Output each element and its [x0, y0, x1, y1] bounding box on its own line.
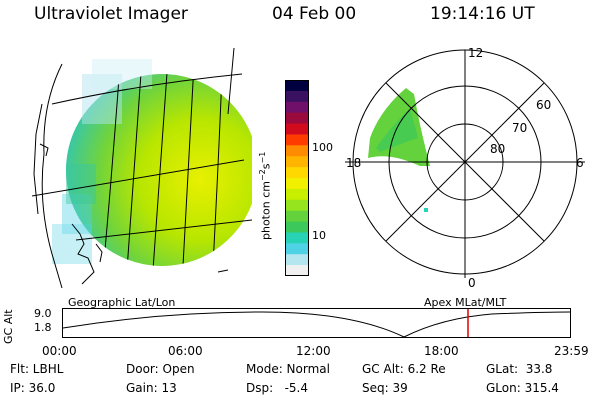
auroral-speck [424, 208, 428, 212]
gc-x-tick-2359: 23:59 [554, 344, 589, 358]
gc-y-tick-low: 1.8 [34, 321, 52, 334]
colorbar-unit-exp2: −1 [258, 151, 267, 164]
image-date: 04 Feb 00 [272, 4, 357, 24]
polar-grid [345, 49, 585, 278]
colorbar-swatch [285, 80, 309, 92]
ip-value: IP: 36.0 [10, 381, 56, 395]
colorbar-unit-base: photon cm [259, 181, 273, 240]
colorbar-tick-10: 10 [312, 229, 326, 242]
colorbar-swatch [285, 156, 309, 168]
mlt-label-6: 6 [576, 156, 584, 170]
glon-value: GLon: 315.4 [486, 381, 559, 395]
colorbar-swatches [285, 80, 309, 276]
gc-x-tick-1800: 18:00 [424, 344, 459, 358]
colorbar-swatch [285, 210, 309, 223]
colorbar-swatch [285, 134, 309, 146]
gc-axis-label: GC Alt [2, 309, 15, 344]
gc-x-tick-0000: 00:00 [42, 344, 77, 358]
colorbar-swatch [285, 90, 309, 103]
coastline [33, 63, 229, 289]
colorbar-swatch [285, 221, 309, 233]
door-value: Door: Open [126, 362, 195, 376]
colorbar-swatch [285, 112, 309, 125]
geo-lat-lines [31, 47, 252, 241]
colorbar-swatch [285, 123, 309, 135]
colorbar-swatch [285, 167, 309, 179]
colorbar-frame [285, 80, 309, 276]
colorbar-unit-s: s [259, 163, 273, 170]
colorbar-swatch [285, 101, 309, 114]
dsp-value: Dsp: -5.4 [246, 381, 309, 395]
colorbar-swatch [285, 145, 309, 157]
colorbar-unit: photon cm−2s−1 [258, 152, 273, 240]
colorbar-swatch [285, 199, 309, 212]
colorbar-swatch [285, 265, 309, 276]
gc-x-tick-0600: 06:00 [168, 344, 203, 358]
filter-value: Flt: LBHL [10, 362, 64, 376]
gc-altitude-curve [62, 311, 571, 338]
colorbar [285, 80, 309, 276]
gain-value: Gain: 13 [126, 381, 177, 395]
instrument-title: Ultraviolet Imager [34, 4, 188, 24]
auroral-wedge-core [376, 108, 418, 152]
colorbar-swatch [285, 243, 309, 255]
colorbar-swatch [285, 178, 309, 190]
mlat-label-80: 80 [490, 142, 506, 156]
mlat-label-60: 60 [536, 98, 552, 112]
colorbar-swatch [285, 188, 309, 201]
geo-panel-label: Geographic Lat/Lon [68, 296, 176, 309]
mlt-label-12: 12 [468, 46, 484, 60]
gc-y-tick-high: 9.0 [34, 307, 52, 320]
mlat-label-70: 70 [512, 121, 528, 135]
image-time: 19:14:16 UT [430, 4, 535, 24]
colorbar-swatch [285, 254, 309, 266]
gc-plot-frame [62, 308, 571, 338]
gc-alt-value: GC Alt: 6.2 Re [362, 362, 446, 376]
seq-value: Seq: 39 [362, 381, 408, 395]
colorbar-tick-100: 100 [312, 141, 333, 154]
haze-speckles [52, 59, 152, 264]
polar-panel-label: Apex MLat/MLT [424, 296, 507, 309]
colorbar-swatch [285, 232, 309, 244]
gc-altitude-plot [62, 308, 571, 338]
geographic-image [31, 47, 252, 289]
mlt-label-0: 0 [468, 276, 476, 290]
mode-value: Mode: Normal [246, 362, 330, 376]
polar-plot [345, 49, 585, 278]
earth-disk [66, 74, 252, 266]
gc-x-tick-1200: 12:00 [296, 344, 331, 358]
mlt-label-18: 18 [346, 156, 362, 170]
glat-value: GLat: 33.8 [486, 362, 553, 376]
colorbar-unit-exp1: −2 [258, 169, 267, 182]
